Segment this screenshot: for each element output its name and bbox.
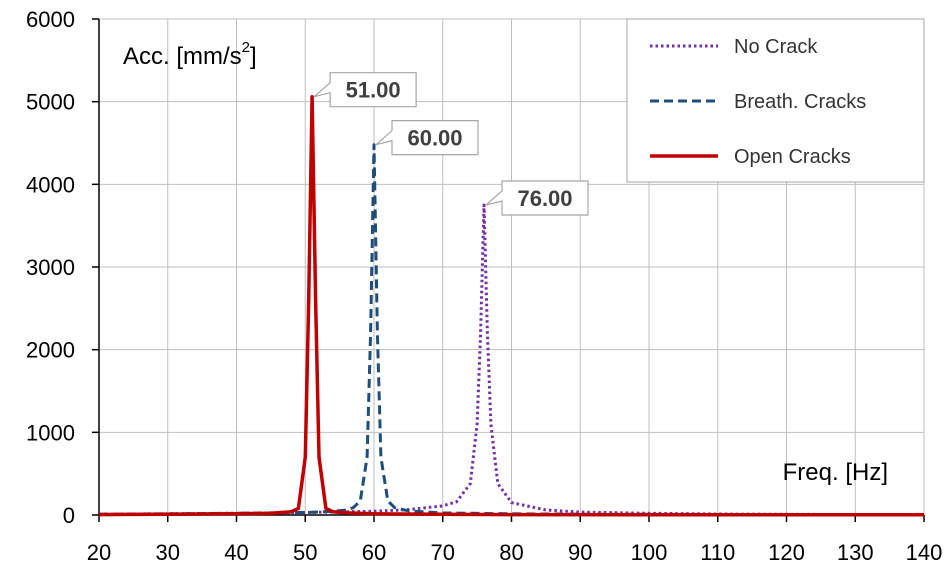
callout-label: 76.00	[517, 186, 572, 211]
y-axis-title: Acc. [mm/s2]	[123, 39, 257, 70]
y-tick-label: 0	[63, 503, 75, 528]
legend-label: No Crack	[734, 36, 818, 58]
x-tick-label: 20	[87, 540, 111, 565]
callout-box	[375, 120, 479, 156]
legend-label: Breath. Cracks	[734, 91, 866, 113]
x-tick-label: 30	[156, 540, 180, 565]
y-axis-title-close: ]	[250, 43, 257, 70]
legend: No Crack Breath. Cracks Open Cracks	[626, 18, 925, 183]
series-line-open-cracks	[98, 94, 924, 517]
x-tick-label: 40	[224, 540, 248, 565]
x-tick-label: 80	[499, 540, 523, 565]
x-tick-label: 130	[837, 540, 874, 565]
y-tick-label: 2000	[26, 338, 75, 363]
x-tick-label: 50	[293, 540, 317, 565]
x-tick-label: 60	[362, 540, 386, 565]
y-tick-label: 4000	[26, 172, 75, 197]
x-tick-label: 70	[431, 540, 455, 565]
y-tick-label: 3000	[26, 255, 75, 280]
callout-label: 51.00	[346, 78, 401, 103]
callout-box	[485, 180, 589, 216]
series-lines	[98, 94, 925, 517]
x-axis-title: Freq. [Hz]	[783, 459, 888, 486]
y-axis-title-main: Acc. [mm/s	[123, 43, 242, 70]
x-tick-label: 120	[768, 540, 805, 565]
y-tick-labels: 0 1000 2000 3000 4000 5000 6000	[26, 7, 75, 528]
x-tick-labels: 20 30 40 50 60 70 80 90 100 110 120 130 140	[87, 540, 943, 565]
y-tick-label: 5000	[26, 90, 75, 115]
y-tick-label: 6000	[26, 7, 75, 32]
y-tick-label: 1000	[26, 420, 75, 445]
x-tick-label: 110	[700, 540, 735, 565]
callout-label: 60.00	[407, 126, 462, 151]
x-tick-label: 140	[906, 540, 943, 565]
x-tick-label: 100	[631, 540, 668, 565]
callout-box	[313, 72, 417, 108]
y-axis-title-superscript: 2	[242, 39, 250, 56]
legend-label: Open Cracks	[734, 146, 851, 168]
x-tick-label: 90	[568, 540, 592, 565]
